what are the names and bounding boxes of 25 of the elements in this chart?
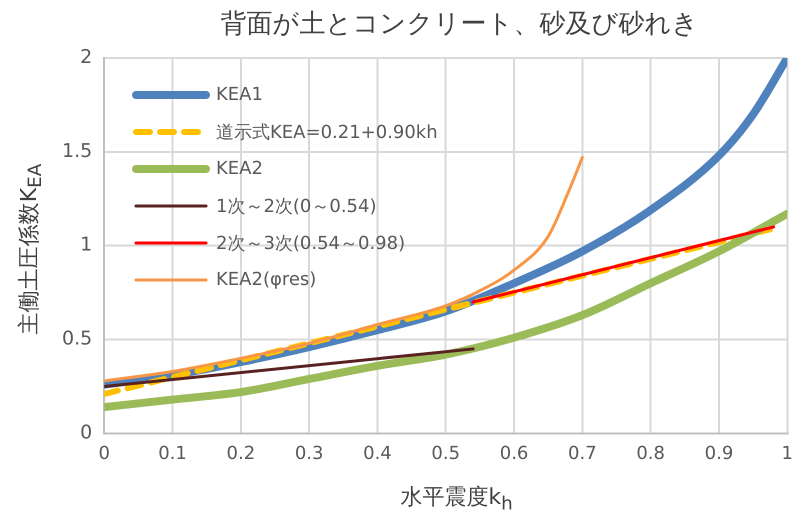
x-tick-label: 0.3 [294,442,324,464]
x-tick-label: 0.9 [704,442,734,464]
y-tick-label: 2 [80,46,92,68]
legend-label: 1次～2次(0～0.54) [216,194,376,218]
y-tick-label: 0.5 [62,327,92,350]
legend-label: KEA2(φres) [216,269,316,290]
legend-label: KEA1 [216,84,263,105]
x-tick-label: 0.5 [431,442,460,464]
y-tick-label: 1.5 [62,140,92,162]
line-series [104,156,584,382]
legend-label: 道示式KEA=0.21+0.90kh [216,120,438,144]
x-tick-label: 0.8 [636,442,665,464]
chart-title: 背面が土とコンクリート、砂及び砂れき [220,8,700,41]
x-tick-label: 0.7 [568,442,597,464]
x-tick-label: 0.1 [158,442,187,464]
x-tick-label: 0.4 [363,442,392,464]
y-tick-label: 0 [80,421,92,444]
x-tick-label: 0.2 [226,442,256,464]
legend-label: KEA2 [216,158,263,179]
y-tick-label: 1 [80,234,92,256]
x-axis-title: 水平震度k$_{h}$ [399,484,514,514]
x-tick-label: 0.6 [500,442,528,464]
x-tick-label: 1 [782,442,793,464]
x-tick-label: 0 [98,442,110,464]
legend-label: 2次～3次(0.54～0.98) [216,232,406,254]
